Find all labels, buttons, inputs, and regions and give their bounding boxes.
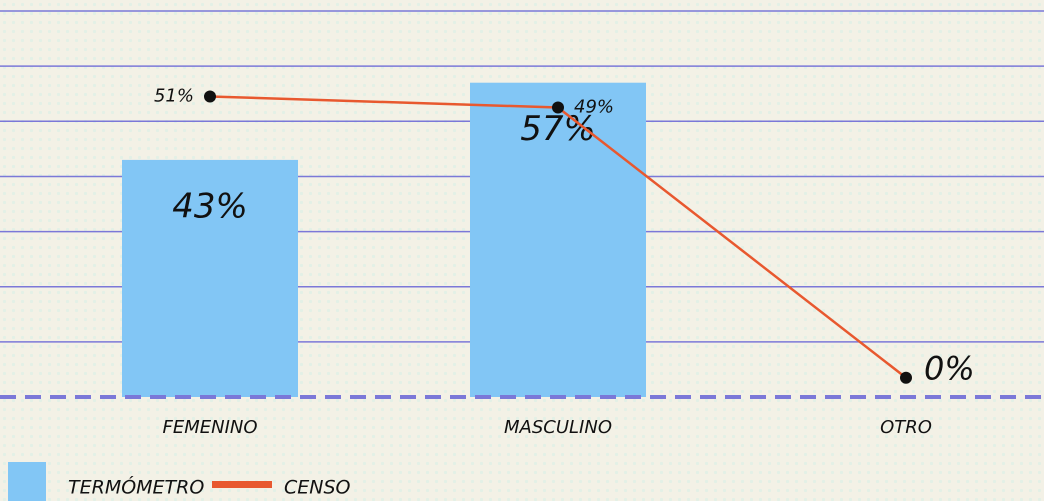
legend-label: TERMÓMETRO bbox=[68, 475, 204, 499]
bar-value-label: 57% bbox=[520, 109, 596, 149]
line-value-label: 0% bbox=[924, 350, 975, 388]
line-value-label: 49% bbox=[574, 97, 614, 118]
bar bbox=[122, 159, 298, 397]
x-tick-label: OTRO bbox=[880, 417, 932, 438]
x-tick-label: FEMENINO bbox=[162, 417, 257, 438]
bar-value-label: 43% bbox=[172, 186, 248, 226]
legend-swatch bbox=[8, 462, 46, 501]
line-point bbox=[900, 371, 912, 384]
line-value-label: 51% bbox=[154, 85, 194, 106]
line-point bbox=[552, 101, 564, 114]
plot-area: 43% 57% 51% 49% 0% FEMENINO MASCULINO OTRO bbox=[0, 10, 1044, 438]
bar bbox=[470, 82, 646, 397]
x-tick-label: MASCULINO bbox=[504, 417, 612, 438]
legend-swatch bbox=[212, 481, 272, 488]
legend-label: CENSO bbox=[284, 477, 351, 499]
line-point bbox=[204, 90, 216, 103]
